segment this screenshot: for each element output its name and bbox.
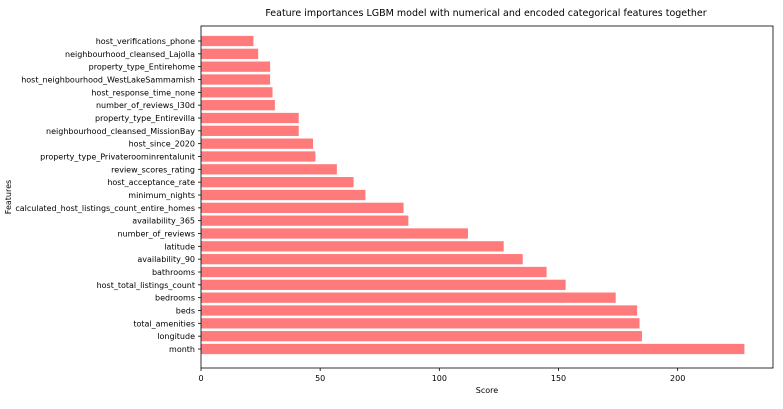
y-tick-label: longitude bbox=[157, 332, 195, 341]
y-tick-label: neighbourhood_cleansed_MissionBay bbox=[46, 127, 195, 136]
chart-title: Feature importances LGBM model with nume… bbox=[265, 8, 706, 19]
bar-number_of_reviews bbox=[201, 228, 468, 239]
y-tick-label: minimum_nights bbox=[128, 191, 195, 200]
bar-availability_365 bbox=[201, 215, 409, 226]
bar-host_total_listings_count bbox=[201, 279, 566, 290]
y-tick-label: number_of_reviews_l30d bbox=[96, 101, 195, 110]
y-tick-label: property_type_Entirehome bbox=[89, 63, 195, 72]
bar-host_since_2020 bbox=[201, 138, 314, 149]
bar-latitude bbox=[201, 241, 504, 252]
y-tick-label: property_type_Privateroominrentalunit bbox=[40, 153, 195, 162]
y-tick-label: beds bbox=[176, 307, 195, 316]
x-tick-label: 100 bbox=[432, 374, 447, 383]
x-axis-label: Score bbox=[476, 386, 498, 395]
bar-month bbox=[201, 343, 745, 355]
y-tick-label: total_amenities bbox=[133, 319, 195, 328]
y-axis-label: Features bbox=[4, 180, 13, 214]
y-tick-label: host_total_listings_count bbox=[97, 281, 195, 290]
bars-layer bbox=[201, 35, 745, 355]
bar-neighbourhood_cleansed_MissionBay bbox=[201, 125, 299, 136]
bar-review_scores_rating bbox=[201, 164, 337, 175]
y-tick-label: availability_365 bbox=[132, 217, 195, 226]
bar-beds bbox=[201, 305, 638, 316]
y-tick-label: review_scores_rating bbox=[111, 165, 195, 174]
y-tick-label: calculated_host_listings_count_entire_ho… bbox=[15, 204, 195, 213]
x-tick-labels: 0 50 100 150 200 bbox=[198, 368, 685, 383]
y-tick-label: host_verifications_phone bbox=[96, 37, 195, 46]
bar-total_amenities bbox=[201, 318, 640, 329]
y-tick-label: availability_90 bbox=[137, 255, 195, 264]
y-tick-label: host_since_2020 bbox=[129, 140, 195, 149]
x-tick-label: 200 bbox=[670, 374, 685, 383]
y-tick-label: month bbox=[169, 345, 195, 354]
bar-host_acceptance_rate bbox=[201, 177, 354, 188]
bar-bathrooms bbox=[201, 266, 547, 278]
y-tick-label: bedrooms bbox=[155, 294, 195, 303]
bar-host_response_time_none bbox=[201, 87, 273, 98]
y-tick-label: property_type_Entirevilla bbox=[95, 114, 195, 123]
x-tick-label: 50 bbox=[315, 374, 325, 383]
bar-property_type_Entirehome bbox=[201, 61, 271, 72]
bar-minimum_nights bbox=[201, 189, 366, 201]
y-tick-label: bathrooms bbox=[152, 268, 195, 277]
bar-property_type_Entirevilla bbox=[201, 112, 299, 124]
y-tick-label: host_acceptance_rate bbox=[107, 178, 195, 187]
bar-availability_90 bbox=[201, 254, 523, 265]
x-tick-label: 150 bbox=[551, 374, 566, 383]
y-tick-label: neighbourhood_cleansed_Lajolla bbox=[65, 50, 195, 59]
y-tick-label: host_neighbourhood_WestLakeSammamish bbox=[21, 76, 195, 85]
y-tick-labels: month longitude total_amenities beds bedroom… bbox=[15, 37, 201, 354]
y-tick-label: number_of_reviews bbox=[117, 230, 195, 239]
bar-number_of_reviews_l30d bbox=[201, 100, 275, 111]
bar-host_verifications_phone bbox=[201, 35, 254, 47]
x-tick-label: 0 bbox=[198, 374, 203, 383]
bar-neighbourhood_cleansed_Lajolla bbox=[201, 48, 259, 59]
bar-property_type_Privateroominrentalunit bbox=[201, 151, 316, 162]
bar-host_neighbourhood_WestLakeSammamish bbox=[201, 74, 271, 85]
y-tick-label: host_response_time_none bbox=[91, 88, 195, 97]
y-tick-label: latitude bbox=[164, 242, 195, 251]
bar-bedrooms bbox=[201, 292, 616, 303]
plot-frame bbox=[200, 25, 774, 369]
bar-longitude bbox=[201, 331, 642, 342]
bar-calculated_host_listings_count_entire_homes bbox=[201, 202, 404, 213]
